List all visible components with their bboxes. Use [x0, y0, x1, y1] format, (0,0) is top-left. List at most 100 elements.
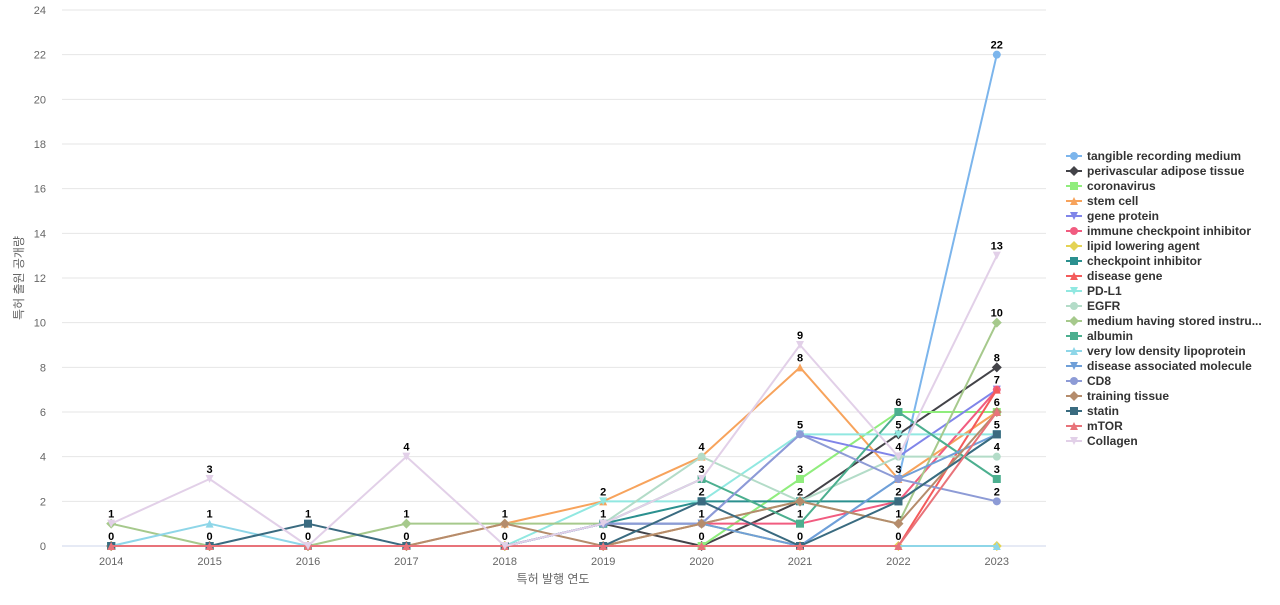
data-label: 0: [797, 531, 803, 543]
y-tick-label: 14: [34, 228, 46, 240]
data-point: [991, 317, 1002, 328]
legend-item[interactable]: Collagen: [1066, 434, 1138, 448]
x-tick-label: 2020: [689, 556, 713, 568]
series-line: [111, 411, 997, 547]
data-label: 5: [797, 419, 803, 431]
legend-marker: [1070, 257, 1078, 265]
data-label: 1: [305, 509, 311, 521]
data-label: 2: [699, 486, 705, 498]
legend-item[interactable]: checkpoint inhibitor: [1066, 254, 1202, 268]
x-tick-label: 2015: [197, 556, 221, 568]
data-point: [107, 542, 116, 550]
legend-item[interactable]: disease associated molecule: [1066, 359, 1252, 373]
data-label: 2: [994, 486, 1000, 498]
series-line: [111, 389, 998, 547]
data-label: 3: [699, 464, 705, 476]
data-label: 2: [797, 486, 803, 498]
data-labels: 1031010410102104321098532106543210221310…: [108, 40, 1003, 543]
data-label: 8: [797, 352, 803, 364]
y-tick-label: 6: [40, 407, 46, 419]
series-19: [107, 251, 1001, 550]
data-point: [304, 519, 312, 528]
series-line: [111, 411, 998, 547]
legend-item[interactable]: EGFR: [1066, 299, 1121, 313]
legend-marker: [1070, 212, 1078, 220]
data-label: 1: [699, 509, 705, 521]
data-label: 3: [994, 464, 1000, 476]
legend-item[interactable]: coronavirus: [1066, 179, 1156, 193]
legend-item[interactable]: stem cell: [1066, 194, 1138, 208]
legend-item[interactable]: lipid lowering agent: [1066, 239, 1200, 253]
legend-item[interactable]: medium having stored instru...: [1066, 314, 1262, 328]
legend-item[interactable]: statin: [1066, 404, 1119, 418]
data-point: [402, 542, 411, 550]
series-line: [110, 255, 998, 547]
series-line: [111, 411, 998, 547]
legend-item[interactable]: albumin: [1066, 329, 1133, 343]
series-lines: [106, 50, 1002, 551]
data-point: [697, 452, 706, 461]
data-label: 5: [895, 419, 901, 431]
data-point: [697, 542, 706, 550]
legend-marker: [1070, 302, 1078, 310]
legend-marker: [1070, 347, 1078, 355]
y-tick-label: 4: [40, 452, 46, 464]
x-tick-label: 2022: [886, 556, 910, 568]
legend-label: mTOR: [1087, 419, 1123, 433]
x-tick-label: 2023: [985, 556, 1009, 568]
legend-item[interactable]: very low density lipoprotein: [1066, 344, 1246, 358]
legend-marker: [1070, 332, 1078, 340]
legend-label: PD-L1: [1087, 284, 1122, 298]
legend-item[interactable]: disease gene: [1066, 269, 1163, 283]
data-label: 0: [699, 531, 705, 543]
data-point: [796, 519, 804, 528]
legend-marker: [1070, 407, 1078, 415]
legend-item[interactable]: PD-L1: [1066, 284, 1122, 298]
data-label: 8: [994, 352, 1000, 364]
legend-item[interactable]: tangible recording medium: [1066, 149, 1241, 163]
series-16: [106, 407, 1002, 551]
data-point: [796, 430, 804, 439]
data-label: 6: [895, 397, 901, 409]
legend-label: statin: [1087, 404, 1119, 418]
data-label: 0: [108, 531, 114, 543]
data-label: 1: [502, 509, 508, 521]
legend-item[interactable]: immune checkpoint inhibitor: [1066, 224, 1251, 238]
series-line: [111, 411, 998, 547]
data-point: [796, 542, 804, 550]
data-label: 13: [991, 241, 1003, 253]
series-18: [107, 408, 1001, 550]
legend-item[interactable]: gene protein: [1066, 209, 1159, 223]
x-tick-label: 2018: [493, 556, 517, 568]
data-point: [992, 475, 1001, 483]
series-8: [107, 385, 1001, 550]
legend-item[interactable]: perivascular adipose tissue: [1066, 164, 1245, 178]
series-4: [107, 385, 1001, 550]
legend-item[interactable]: CD8: [1066, 374, 1111, 388]
data-label: 4: [895, 442, 902, 454]
x-tick-label: 2014: [99, 556, 123, 568]
series-12: [107, 408, 1001, 550]
legend-item[interactable]: mTOR: [1066, 419, 1123, 433]
legend-label: CD8: [1087, 374, 1111, 388]
legend-item[interactable]: training tissue: [1066, 389, 1169, 403]
data-point: [893, 518, 904, 529]
legend-label: disease associated molecule: [1087, 359, 1252, 373]
data-point: [894, 497, 903, 506]
legend-marker: [1070, 197, 1078, 205]
series-line: [111, 388, 998, 547]
data-point: [205, 542, 214, 550]
x-tick-label: 2016: [296, 556, 320, 568]
legend-label: very low density lipoprotein: [1087, 344, 1246, 358]
data-label: 0: [207, 531, 213, 543]
data-point: [599, 497, 608, 506]
data-point: [894, 452, 903, 461]
data-point: [796, 341, 804, 349]
legend-label: tangible recording medium: [1087, 149, 1241, 163]
data-label: 1: [108, 509, 114, 521]
data-label: 1: [600, 509, 606, 521]
data-label: 1: [403, 509, 409, 521]
data-point: [697, 475, 706, 483]
data-point: [499, 518, 510, 529]
